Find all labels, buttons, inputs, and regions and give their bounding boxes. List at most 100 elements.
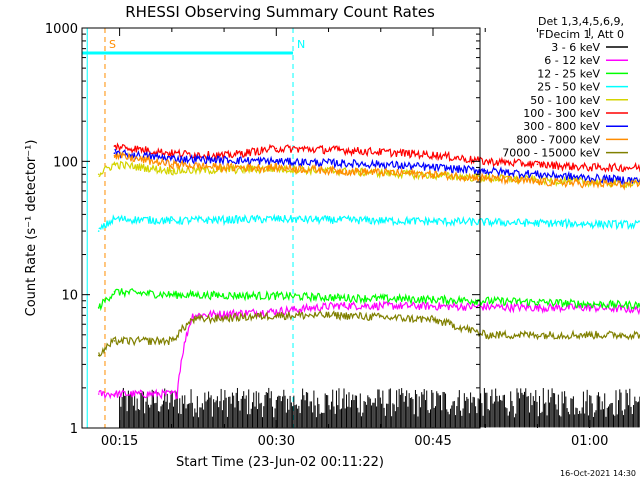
series-point [171, 219, 173, 222]
series-point [536, 181, 539, 183]
series-point [113, 291, 116, 293]
series-point [338, 304, 340, 307]
x-tick-label: 01:00 [571, 434, 608, 449]
y-tick-label: 10 [61, 289, 78, 304]
x-tick-label: 00:15 [101, 434, 138, 449]
series-point [191, 314, 194, 317]
series-point [338, 149, 340, 151]
series-point [113, 163, 116, 166]
series-point [97, 306, 100, 309]
series-line [98, 213, 640, 231]
series-point [113, 340, 116, 342]
series-line [113, 151, 640, 191]
series-point [536, 334, 539, 336]
data-series [119, 387, 640, 428]
legend-label: 300 - 800 keV [523, 120, 600, 133]
x-tick-label: 00:30 [258, 434, 295, 449]
series-point [588, 182, 591, 185]
data-series [97, 309, 640, 357]
series-point [432, 154, 434, 156]
y-tick-label: 1 [70, 422, 78, 437]
series-point [171, 340, 173, 342]
chart-title: RHESSI Observing Summary Count Rates [125, 3, 435, 21]
series-point [536, 306, 539, 309]
series-point [338, 169, 340, 172]
series-point [588, 166, 591, 169]
data-series [97, 288, 640, 312]
series-point [171, 163, 173, 166]
series-point [97, 173, 100, 176]
y-axis-label: Count Rate (s⁻¹ detector⁻¹) [24, 140, 39, 317]
series-point [380, 163, 382, 166]
series-point [171, 169, 173, 172]
series-point [171, 152, 173, 154]
series-point [380, 219, 382, 222]
series-line [98, 309, 640, 357]
plot-frame [81, 27, 481, 429]
legend-label: 7000 - 15000 keV [502, 147, 600, 160]
series-point [223, 166, 225, 169]
legend-label: 12 - 25 keV [537, 67, 600, 80]
annotation: N [297, 38, 305, 51]
series-point [588, 334, 591, 336]
legend-label: 50 - 100 keV [530, 94, 600, 107]
series-point [484, 160, 487, 163]
series-point [191, 318, 194, 321]
series-point [275, 218, 278, 220]
legend-label: 100 - 300 keV [523, 107, 600, 120]
series-point [113, 155, 116, 157]
series-point [275, 314, 278, 317]
series-line [98, 160, 640, 189]
legend-label: 25 - 50 keV [537, 81, 600, 94]
series-point [536, 163, 539, 166]
series-point [484, 334, 487, 336]
series-point [588, 223, 591, 225]
series-point [432, 298, 434, 301]
series-line [98, 288, 640, 312]
series-point [113, 393, 116, 395]
series-point [432, 318, 434, 321]
series-point [275, 166, 278, 169]
series-point [113, 145, 116, 147]
series-point [432, 305, 434, 308]
series-point [97, 393, 100, 395]
series-point [97, 230, 100, 232]
legend-label: 6 - 12 keV [544, 54, 600, 67]
legend-header: Det 1,3,4,5,6,9, [538, 15, 624, 28]
series-point [484, 221, 487, 223]
series-point [588, 303, 591, 305]
series-point [338, 314, 340, 317]
series-point [113, 218, 116, 220]
series-point [275, 160, 278, 163]
legend-label: 3 - 6 keV [551, 41, 600, 54]
data-series [113, 149, 640, 186]
data-series [97, 213, 640, 232]
series-point [275, 147, 278, 150]
series-point [536, 301, 539, 303]
x-tick-label: 00:45 [414, 434, 451, 449]
series-point [113, 152, 116, 154]
footer-date: 16-Oct-2021 14:30 [560, 469, 636, 478]
series-point [432, 173, 434, 176]
x-axis-label: Start Time (23-Jun-02 00:11:22) [176, 455, 384, 470]
series-point [588, 177, 591, 179]
y-tick-label: 1000 [45, 22, 78, 37]
legend-label: 800 - 7000 keV [516, 133, 600, 146]
series-point [171, 157, 173, 160]
series-point [97, 354, 100, 357]
series-point [588, 306, 591, 309]
series-point [176, 393, 178, 395]
series-point [275, 295, 278, 297]
legend-header: FDecim 1, Att 0 [539, 28, 624, 41]
y-tick-label: 100 [53, 155, 78, 170]
data-series [113, 151, 640, 191]
series-point [275, 310, 278, 313]
annotation: S [109, 38, 116, 51]
series-point [484, 169, 487, 172]
series-point [171, 293, 173, 296]
legend: Det 1,3,4,5,6,9,FDecim 1, Att 03 - 6 keV… [502, 15, 628, 160]
series-point [338, 296, 340, 299]
series-line [114, 149, 640, 186]
series-line [114, 142, 640, 173]
